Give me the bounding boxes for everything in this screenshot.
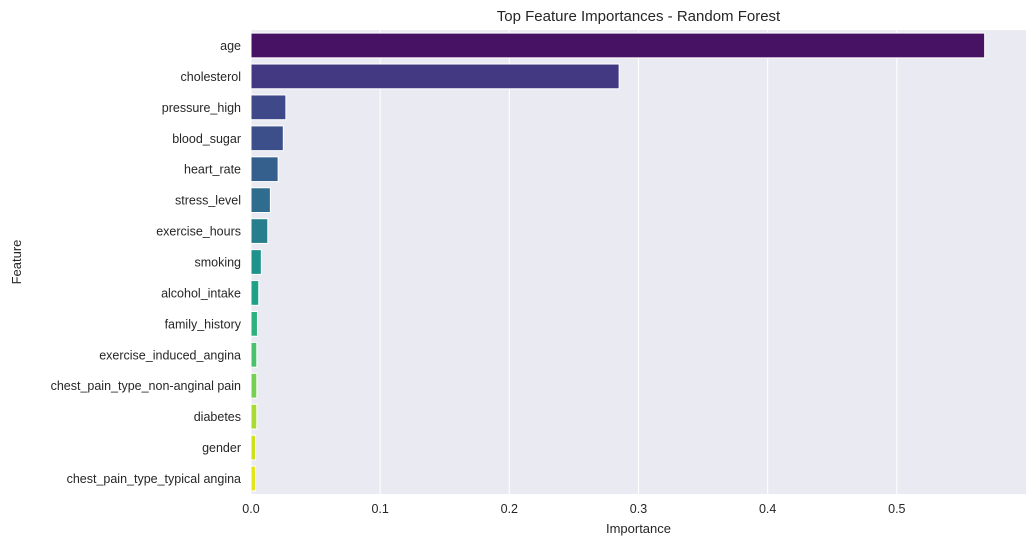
bar-heart-rate <box>250 156 279 183</box>
y-tick-label: chest_pain_type_non-anginal pain <box>51 379 241 393</box>
bar-gender <box>250 434 257 461</box>
x-tick-label: 0.5 <box>888 502 905 516</box>
bars <box>250 32 986 492</box>
y-tick-label: pressure_high <box>162 101 241 115</box>
x-tick-label: 0.0 <box>242 502 259 516</box>
y-tick-label: stress_level <box>175 194 241 208</box>
y-tick-label: exercise_induced_angina <box>99 348 241 362</box>
bar-exercise-hours <box>250 218 269 244</box>
y-tick-label: diabetes <box>194 410 241 424</box>
bar-stress-level <box>250 187 271 214</box>
bar-smoking <box>250 249 262 275</box>
x-tick-labels: 0.0 0.1 0.2 0.3 0.4 0.5 <box>242 502 905 516</box>
y-axis-label: Feature <box>9 240 24 285</box>
y-tick-labels: age cholesterol pressure_high blood_sugarhe… <box>51 39 242 486</box>
bar-diabetes <box>250 403 258 430</box>
x-tick-label: 0.4 <box>759 502 776 516</box>
y-tick-label: exercise_hours <box>156 225 241 239</box>
y-tick-label: smoking <box>194 256 241 270</box>
y-tick-label: chest_pain_type_typical angina <box>67 472 241 486</box>
y-tick-label: alcohol_intake <box>161 286 241 300</box>
y-tick-label: age <box>220 39 241 53</box>
bar-chest-pain-type-non-anginal-pain <box>250 372 258 399</box>
y-tick-label: blood_sugar <box>172 132 241 146</box>
bar-exercise-induced-angina <box>250 341 258 368</box>
y-tick-label: heart_rate <box>184 163 241 177</box>
y-tick-label: cholesterol <box>181 70 241 84</box>
x-tick-label: 0.3 <box>630 502 647 516</box>
bar-cholesterol <box>250 63 620 90</box>
bar-pressure-high <box>250 94 287 121</box>
bar-blood-sugar <box>250 125 284 152</box>
x-tick-label: 0.2 <box>501 502 518 516</box>
bar-chest-pain-type-typical-angina <box>250 465 257 492</box>
chart-title: Top Feature Importances - Random Forest <box>497 8 781 25</box>
x-axis-label: Importance <box>606 521 671 536</box>
bar-alcohol-intake <box>250 280 260 306</box>
y-tick-label: gender <box>202 441 241 455</box>
y-tick-label: family_history <box>165 317 242 331</box>
bar-age <box>250 32 986 59</box>
bar-family-history <box>250 310 258 337</box>
x-tick-label: 0.1 <box>371 502 388 516</box>
